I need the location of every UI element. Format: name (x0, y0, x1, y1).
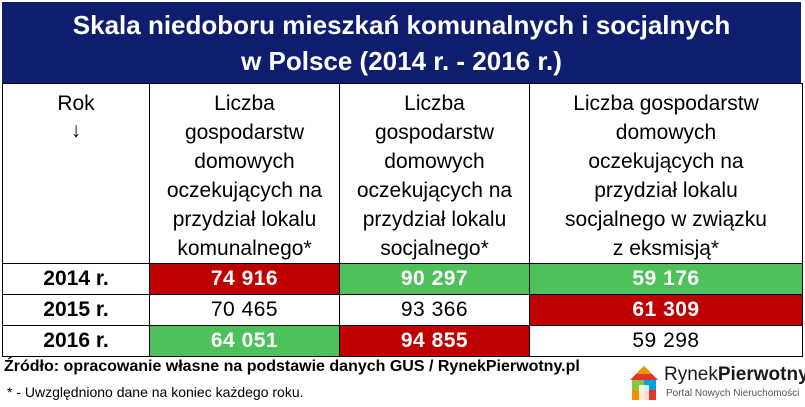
value-cell: 70 465 (149, 294, 340, 326)
brand-logo: RynekPierwotny Portal Nowych Nieruchomoś… (626, 362, 805, 404)
house-logo-icon (630, 366, 658, 400)
shortage-table: Rok ↓ Liczba gospodarstw domowych oczeku… (2, 83, 803, 357)
header-socjalne: Liczba gospodarstw domowych oczekujących… (339, 83, 530, 264)
value-cell: 94 855 (339, 325, 530, 357)
table-row: 2016 r. 64 051 94 855 59 298 (2, 325, 803, 357)
footnote: * - Uwzględniono dane na koniec każdego … (7, 384, 304, 400)
header-row: Rok ↓ Liczba gospodarstw domowych oczeku… (2, 83, 803, 264)
value-cell: 90 297 (339, 263, 530, 295)
title-line-2: w Polsce (2014 r. - 2016 r.) (241, 45, 562, 76)
table-title: Skala niedoboru mieszkań komunalnych i s… (2, 2, 801, 83)
value-cell: 93 366 (339, 294, 530, 326)
title-line-1: Skala niedoboru mieszkań komunalnych i s… (72, 9, 731, 40)
header-eksmisja: Liczba gospodarstw domowych oczekujących… (529, 83, 803, 264)
year-cell: 2014 r. (2, 263, 150, 295)
logo-tagline: Portal Nowych Nieruchomości (666, 388, 800, 399)
value-cell: 64 051 (149, 325, 340, 357)
value-cell: 59 298 (529, 325, 803, 357)
value-cell: 61 309 (529, 294, 803, 326)
logo-wordmark: RynekPierwotny (664, 364, 805, 385)
table-row: 2015 r. 70 465 93 366 61 309 (2, 294, 803, 326)
table-row: 2014 r. 74 916 90 297 59 176 (2, 263, 803, 295)
year-cell: 2016 r. (2, 325, 150, 357)
down-arrow-icon: ↓ (70, 119, 82, 142)
value-cell: 59 176 (529, 263, 803, 295)
year-cell: 2015 r. (2, 294, 150, 326)
source-text: Źródło: opracowanie własne na podstawie … (4, 358, 580, 375)
header-rok: Rok ↓ (2, 83, 150, 264)
value-cell: 74 916 (149, 263, 340, 295)
header-komunalne: Liczba gospodarstw domowych oczekujących… (149, 83, 340, 264)
